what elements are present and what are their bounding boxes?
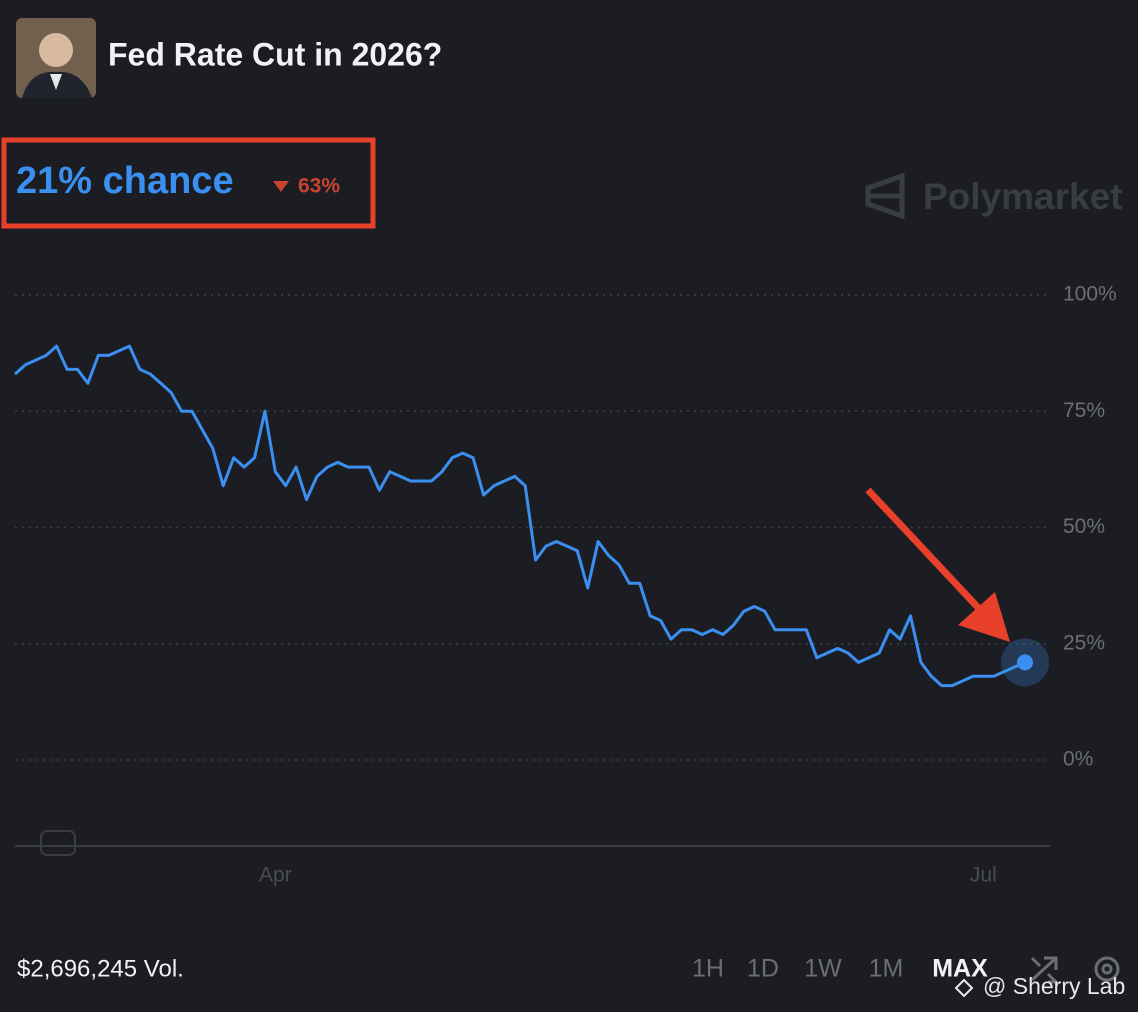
brand-name: Polymarket	[923, 176, 1123, 217]
settings-icon[interactable]	[1094, 956, 1120, 982]
y-tick-label: 25%	[1063, 631, 1105, 654]
change-arrow	[273, 181, 289, 192]
price-line	[14, 344, 1026, 688]
y-tick-label: 75%	[1063, 399, 1105, 422]
x-tick-label: Apr	[259, 864, 292, 887]
avatar	[16, 18, 96, 98]
range-button[interactable]: 1H	[692, 955, 724, 983]
change: 63%	[298, 175, 340, 198]
end-point	[1017, 654, 1033, 671]
volume: $2,696,245 Vol.	[17, 955, 184, 982]
range-button[interactable]: 1D	[747, 955, 779, 983]
y-tick-label: 50%	[1063, 515, 1105, 538]
x-tick-label: Jul	[970, 864, 997, 887]
range-button[interactable]: 1M	[869, 955, 904, 983]
annotation-arrow	[865, 487, 1010, 642]
y-tick-label: 0%	[1063, 748, 1093, 771]
share-icon[interactable]	[1030, 956, 1060, 984]
probability: 21% chance	[16, 160, 234, 202]
range-button[interactable]: 1W	[804, 955, 842, 983]
range-buttons: 1H 1D 1W 1M MAX	[692, 955, 988, 983]
range-button[interactable]: MAX	[932, 955, 988, 983]
highlight-box	[1, 137, 376, 229]
market-title: Fed Rate Cut in 2026?	[108, 36, 442, 72]
scroll-handle	[40, 830, 76, 856]
watermark: @ Sherry Lab	[983, 973, 1125, 999]
brand-logo	[865, 172, 905, 220]
chart: 0% 25% 50% 75% 100% Apr Jul	[14, 283, 1117, 887]
y-tick-label: 100%	[1063, 283, 1117, 306]
watermark-logo	[954, 978, 974, 998]
